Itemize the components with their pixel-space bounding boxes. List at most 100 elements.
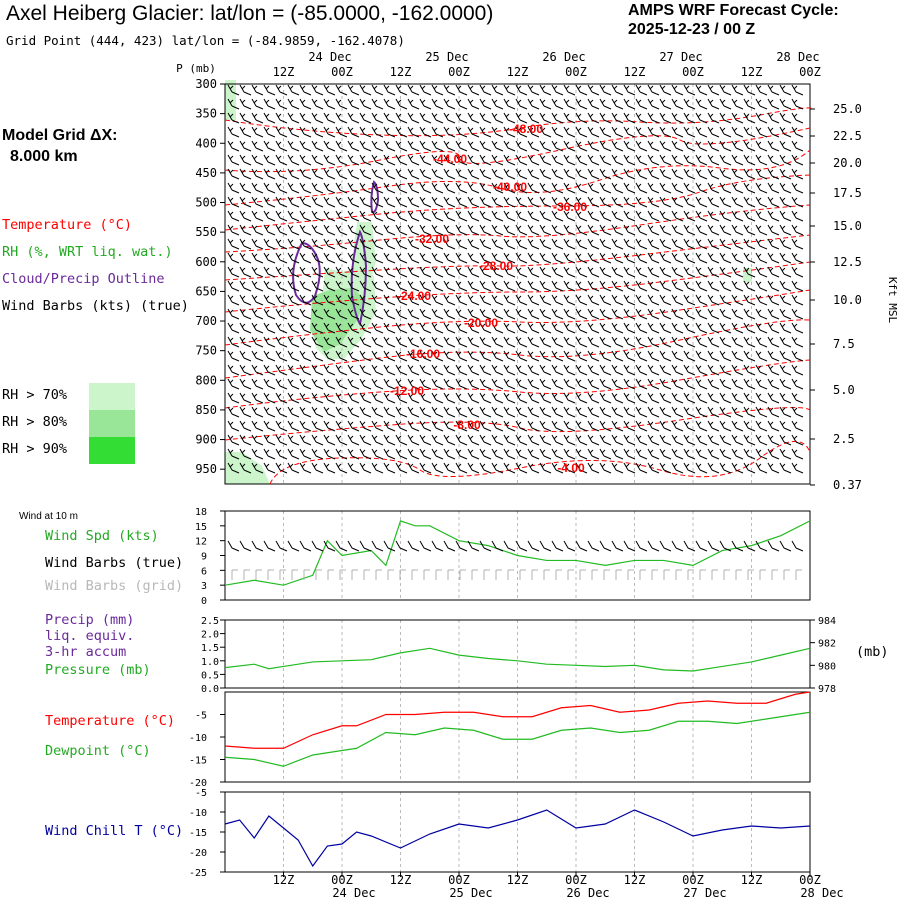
wind-barb xyxy=(767,294,780,306)
wind-barb xyxy=(335,126,348,138)
wind-barb xyxy=(419,126,432,138)
wind-barb xyxy=(479,280,492,292)
wind-barb xyxy=(755,168,768,180)
wind-barb xyxy=(599,126,612,138)
wind-barb xyxy=(503,392,516,404)
wind-barb xyxy=(671,266,684,278)
wind-barb xyxy=(623,448,636,460)
wind-barb xyxy=(755,182,768,194)
wind-barb xyxy=(383,322,396,334)
wind-barb xyxy=(491,238,504,250)
legend-temperature: Temperature (°C) xyxy=(2,217,133,233)
wind-barb xyxy=(611,308,624,320)
kft-tick-label-2: 20.0 xyxy=(833,156,862,170)
wind-barb xyxy=(635,224,648,236)
wind-barb xyxy=(539,126,552,138)
wind-barb xyxy=(419,434,432,446)
wind-barb xyxy=(779,238,792,250)
wind-barb xyxy=(431,252,444,264)
wind-barb xyxy=(299,210,312,222)
wind-barb xyxy=(479,350,492,362)
wind-barb xyxy=(455,406,468,418)
wind-barb xyxy=(275,210,288,222)
wind-barb xyxy=(695,392,708,404)
wind-barb xyxy=(647,238,660,250)
wind-barb xyxy=(395,154,408,166)
wind-barb-10m xyxy=(407,540,420,552)
wind-barb xyxy=(767,350,780,362)
wind-barb xyxy=(527,392,540,404)
wind-barb xyxy=(431,448,444,460)
wind-barb xyxy=(791,378,804,390)
wind-barb xyxy=(299,364,312,376)
wind-barb xyxy=(335,154,348,166)
wind-barb xyxy=(335,238,348,250)
wind-barb xyxy=(371,182,384,194)
wind-barb xyxy=(407,168,420,180)
wspd-tick-label-1: 3 xyxy=(201,581,207,592)
wind-barb xyxy=(239,196,252,208)
pressure-tick-label-1: 980 xyxy=(818,661,836,672)
wind-barb xyxy=(731,462,744,474)
wind-barb xyxy=(503,238,516,250)
wind-barb xyxy=(635,350,648,362)
wind-barb xyxy=(539,322,552,334)
wind-barb xyxy=(623,392,636,404)
wind-barb xyxy=(767,448,780,460)
wind-barb xyxy=(443,224,456,236)
wind-barb xyxy=(623,112,636,124)
wind-barb xyxy=(791,84,804,96)
wind-barb xyxy=(287,112,300,124)
wind-barb-10m xyxy=(431,540,444,552)
top-time-label-6: 12Z xyxy=(624,65,646,79)
wind-barb xyxy=(359,182,372,194)
wind-barb xyxy=(491,182,504,194)
wind-barb xyxy=(443,420,456,432)
temp-contour-label-11: -4.00 xyxy=(557,461,585,475)
wind-barb xyxy=(707,182,720,194)
wind-barb xyxy=(491,378,504,390)
wind-barb xyxy=(611,448,624,460)
wind-barb xyxy=(323,252,336,264)
wind-barb xyxy=(479,140,492,152)
wind-barb xyxy=(455,210,468,222)
wind-barb xyxy=(779,294,792,306)
wind-barb xyxy=(659,448,672,460)
wind-barb xyxy=(635,140,648,152)
legend-dewpoint: Dewpoint (°C) xyxy=(45,743,151,759)
wind-barb xyxy=(659,266,672,278)
wind-barb xyxy=(275,336,288,348)
grid-point-subtitle: Grid Point (444, 423) lat/lon = (-84.985… xyxy=(6,33,405,48)
wind-barb xyxy=(623,434,636,446)
wind-barb xyxy=(719,280,732,292)
wind-barb xyxy=(455,434,468,446)
wind-barb xyxy=(491,294,504,306)
wind-barb-10m xyxy=(707,540,720,552)
wind-barb xyxy=(743,392,756,404)
wind-barb xyxy=(683,364,696,376)
wind-barb xyxy=(755,98,768,110)
wind-barb xyxy=(563,112,576,124)
wind-barb xyxy=(683,420,696,432)
wind-barb xyxy=(299,406,312,418)
wind-barb xyxy=(551,462,564,474)
wind-barb xyxy=(287,154,300,166)
wind-barb xyxy=(551,168,564,180)
wind-barb xyxy=(275,294,288,306)
wind-barb xyxy=(311,280,324,292)
wind-barb xyxy=(323,462,336,474)
wind-barb xyxy=(587,140,600,152)
wind-barb xyxy=(323,266,336,278)
wind-barb xyxy=(623,266,636,278)
wind-barb xyxy=(335,308,348,320)
wind-barb xyxy=(575,84,588,96)
wind-barb-grid xyxy=(375,569,382,580)
wind-barb xyxy=(791,266,804,278)
wind-barb xyxy=(503,182,516,194)
wind-barb xyxy=(659,196,672,208)
wind-barb xyxy=(419,98,432,110)
wind-barb xyxy=(479,238,492,250)
wind-barb xyxy=(455,98,468,110)
wind-barb xyxy=(455,224,468,236)
wind-barb-grid xyxy=(435,569,442,580)
